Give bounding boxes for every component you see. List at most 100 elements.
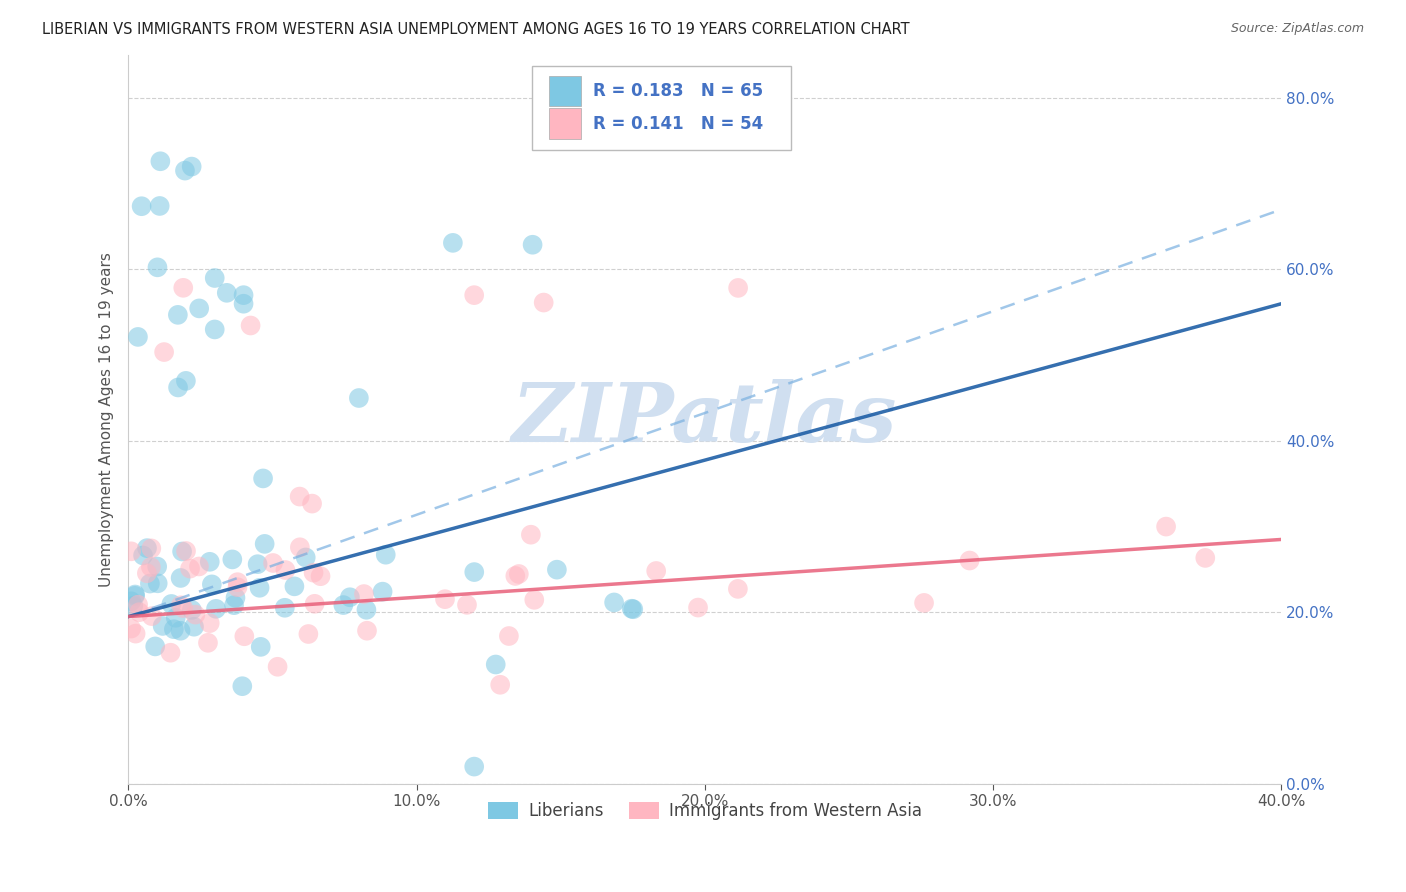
Immigrants from Western Asia bbox=[226, 580, 249, 594]
Immigrants from Western Asia bbox=[727, 582, 749, 596]
Immigrants from Western Asia bbox=[645, 564, 668, 578]
Immigrants from Western Asia bbox=[274, 563, 297, 577]
Liberians bbox=[232, 296, 254, 310]
Immigrants from Western Asia bbox=[463, 288, 485, 302]
Liberians bbox=[169, 571, 191, 585]
Liberians bbox=[215, 285, 238, 300]
Immigrants from Western Asia bbox=[153, 345, 176, 359]
Immigrants from Western Asia bbox=[139, 560, 162, 574]
Immigrants from Western Asia bbox=[120, 544, 142, 558]
Liberians bbox=[180, 160, 202, 174]
Immigrants from Western Asia bbox=[727, 281, 749, 295]
Text: R = 0.183   N = 65: R = 0.183 N = 65 bbox=[593, 82, 763, 100]
Immigrants from Western Asia bbox=[456, 598, 478, 612]
Liberians bbox=[603, 595, 626, 609]
Liberians bbox=[347, 391, 370, 405]
Liberians bbox=[127, 330, 149, 344]
Liberians bbox=[163, 622, 186, 636]
Liberians bbox=[221, 552, 243, 566]
Immigrants from Western Asia bbox=[912, 596, 935, 610]
Immigrants from Western Asia bbox=[508, 566, 530, 581]
Immigrants from Western Asia bbox=[1154, 519, 1177, 533]
Liberians bbox=[620, 601, 643, 615]
Immigrants from Western Asia bbox=[297, 627, 319, 641]
Y-axis label: Unemployment Among Ages 16 to 19 years: Unemployment Among Ages 16 to 19 years bbox=[100, 252, 114, 587]
Liberians bbox=[294, 550, 316, 565]
Liberians bbox=[160, 597, 183, 611]
Liberians bbox=[174, 163, 197, 178]
Text: R = 0.141   N = 54: R = 0.141 N = 54 bbox=[593, 115, 763, 133]
Liberians bbox=[149, 199, 172, 213]
Liberians bbox=[143, 640, 166, 654]
Liberians bbox=[152, 619, 174, 633]
Liberians bbox=[522, 237, 544, 252]
Immigrants from Western Asia bbox=[226, 575, 249, 590]
Immigrants from Western Asia bbox=[135, 566, 157, 581]
Immigrants from Western Asia bbox=[686, 600, 709, 615]
Liberians bbox=[122, 599, 145, 613]
FancyBboxPatch shape bbox=[550, 108, 582, 139]
Liberians bbox=[371, 584, 394, 599]
Liberians bbox=[146, 559, 169, 574]
Immigrants from Western Asia bbox=[170, 599, 193, 613]
Liberians bbox=[252, 471, 274, 485]
Immigrants from Western Asia bbox=[523, 592, 546, 607]
Immigrants from Western Asia bbox=[959, 553, 981, 567]
Immigrants from Western Asia bbox=[266, 659, 288, 673]
Liberians bbox=[441, 235, 464, 250]
Immigrants from Western Asia bbox=[498, 629, 520, 643]
Liberians bbox=[146, 576, 169, 591]
Immigrants from Western Asia bbox=[489, 678, 512, 692]
Immigrants from Western Asia bbox=[120, 622, 142, 636]
Immigrants from Western Asia bbox=[353, 587, 375, 601]
Liberians bbox=[485, 657, 508, 672]
Liberians bbox=[131, 199, 153, 213]
Legend: Liberians, Immigrants from Western Asia: Liberians, Immigrants from Western Asia bbox=[481, 795, 928, 826]
FancyBboxPatch shape bbox=[531, 66, 792, 150]
Immigrants from Western Asia bbox=[141, 541, 163, 556]
Immigrants from Western Asia bbox=[172, 281, 194, 295]
Liberians bbox=[274, 600, 297, 615]
Immigrants from Western Asia bbox=[159, 646, 181, 660]
Liberians bbox=[232, 288, 254, 302]
Immigrants from Western Asia bbox=[197, 636, 219, 650]
Text: Source: ZipAtlas.com: Source: ZipAtlas.com bbox=[1230, 22, 1364, 36]
Liberians bbox=[149, 154, 172, 169]
Liberians bbox=[621, 602, 644, 616]
Liberians bbox=[205, 602, 228, 616]
Liberians bbox=[132, 549, 155, 563]
Liberians bbox=[174, 374, 197, 388]
Liberians bbox=[332, 598, 354, 612]
Liberians bbox=[167, 308, 190, 322]
Liberians bbox=[180, 603, 202, 617]
Liberians bbox=[231, 679, 253, 693]
Liberians bbox=[204, 322, 226, 336]
Liberians bbox=[188, 301, 211, 316]
Liberians bbox=[463, 759, 485, 773]
Liberians bbox=[463, 565, 485, 579]
Immigrants from Western Asia bbox=[533, 295, 555, 310]
Immigrants from Western Asia bbox=[288, 541, 311, 555]
Immigrants from Western Asia bbox=[309, 569, 332, 583]
Immigrants from Western Asia bbox=[262, 556, 284, 570]
Immigrants from Western Asia bbox=[505, 569, 527, 583]
Immigrants from Western Asia bbox=[434, 592, 457, 607]
Liberians bbox=[120, 594, 142, 608]
Immigrants from Western Asia bbox=[124, 626, 146, 640]
Liberians bbox=[146, 260, 169, 275]
Immigrants from Western Asia bbox=[239, 318, 262, 333]
Liberians bbox=[124, 587, 146, 601]
Liberians bbox=[253, 537, 276, 551]
Liberians bbox=[222, 598, 245, 612]
Liberians bbox=[198, 555, 221, 569]
Text: LIBERIAN VS IMMIGRANTS FROM WESTERN ASIA UNEMPLOYMENT AMONG AGES 16 TO 19 YEARS : LIBERIAN VS IMMIGRANTS FROM WESTERN ASIA… bbox=[42, 22, 910, 37]
Immigrants from Western Asia bbox=[128, 605, 150, 619]
Liberians bbox=[201, 577, 224, 591]
Liberians bbox=[246, 557, 269, 571]
Immigrants from Western Asia bbox=[127, 598, 149, 612]
Liberians bbox=[165, 611, 187, 625]
Immigrants from Western Asia bbox=[302, 566, 325, 580]
Liberians bbox=[339, 591, 361, 605]
Liberians bbox=[249, 581, 271, 595]
FancyBboxPatch shape bbox=[550, 76, 582, 106]
